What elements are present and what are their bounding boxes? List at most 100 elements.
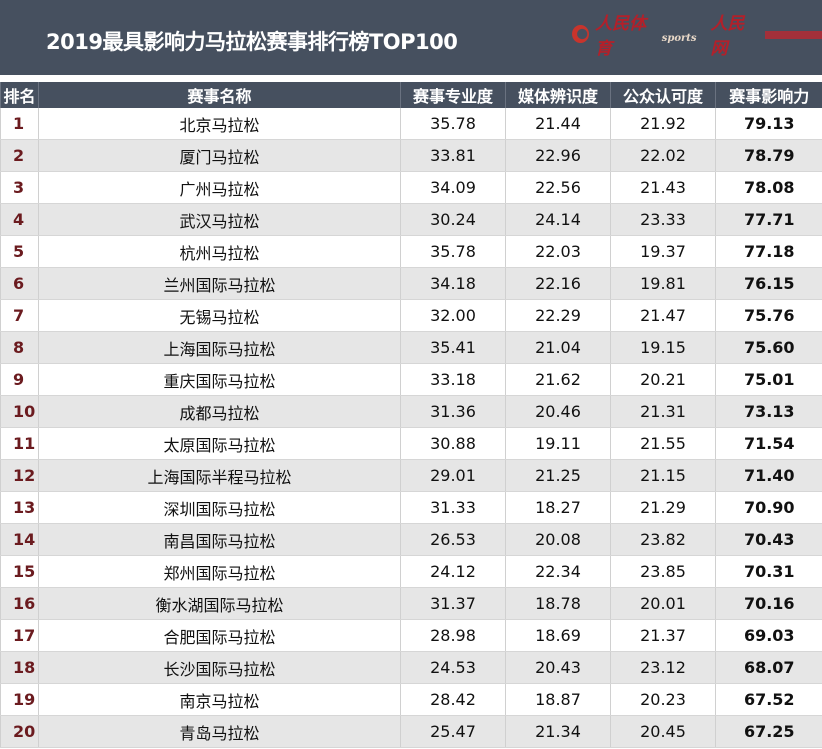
logo-text-3: 人民网 bbox=[710, 14, 745, 59]
cell-name: 成都马拉松 bbox=[38, 395, 401, 428]
cell-name: 郑州国际马拉松 bbox=[38, 555, 401, 588]
table-row: 20 青岛马拉松 25.47 21.34 20.45 67.25 bbox=[0, 715, 822, 748]
cell-rank: 3 bbox=[0, 171, 39, 204]
title-banner: 2019最具影响力马拉松赛事排行榜TOP100 人民体育 sports 人民网 bbox=[0, 0, 822, 75]
sponsor-logo: 人民体育 sports 人民网 bbox=[572, 9, 822, 59]
page-title: 2019最具影响力马拉松赛事排行榜TOP100 bbox=[46, 30, 458, 54]
cell-professionalism: 31.37 bbox=[400, 587, 506, 620]
cell-media-recognition: 21.44 bbox=[505, 108, 611, 140]
cell-professionalism: 29.01 bbox=[400, 459, 506, 492]
cell-influence: 78.08 bbox=[715, 171, 822, 204]
cell-professionalism: 28.42 bbox=[400, 683, 506, 716]
table-row: 2 厦门马拉松 33.81 22.96 22.02 78.79 bbox=[0, 139, 822, 172]
cell-rank: 10 bbox=[0, 395, 39, 428]
table-row: 15 郑州国际马拉松 24.12 22.34 23.85 70.31 bbox=[0, 555, 822, 588]
cell-influence: 67.25 bbox=[715, 715, 822, 748]
header-name: 赛事名称 bbox=[38, 82, 401, 108]
cell-rank: 6 bbox=[0, 267, 39, 300]
cell-professionalism: 34.09 bbox=[400, 171, 506, 204]
cell-public-recognition: 21.43 bbox=[610, 171, 716, 204]
cell-public-recognition: 23.82 bbox=[610, 523, 716, 556]
cell-professionalism: 24.53 bbox=[400, 651, 506, 684]
header-public-recognition: 公众认可度 bbox=[610, 82, 716, 108]
cell-name: 衡水湖国际马拉松 bbox=[38, 587, 401, 620]
header-media-recognition: 媒体辨识度 bbox=[505, 82, 611, 108]
cell-rank: 12 bbox=[0, 459, 39, 492]
cell-name: 兰州国际马拉松 bbox=[38, 267, 401, 300]
cell-professionalism: 30.24 bbox=[400, 203, 506, 236]
cell-public-recognition: 23.85 bbox=[610, 555, 716, 588]
cell-media-recognition: 24.14 bbox=[505, 203, 611, 236]
cell-media-recognition: 21.34 bbox=[505, 715, 611, 748]
cell-media-recognition: 22.34 bbox=[505, 555, 611, 588]
cell-media-recognition: 18.87 bbox=[505, 683, 611, 716]
cell-name: 上海国际马拉松 bbox=[38, 331, 401, 364]
cell-rank: 9 bbox=[0, 363, 39, 396]
cell-professionalism: 32.00 bbox=[400, 299, 506, 332]
cell-name: 太原国际马拉松 bbox=[38, 427, 401, 460]
cell-influence: 70.31 bbox=[715, 555, 822, 588]
cell-name: 长沙国际马拉松 bbox=[38, 651, 401, 684]
cell-professionalism: 33.18 bbox=[400, 363, 506, 396]
cell-public-recognition: 21.55 bbox=[610, 427, 716, 460]
cell-rank: 2 bbox=[0, 139, 39, 172]
cell-influence: 77.18 bbox=[715, 235, 822, 268]
table-row: 17 合肥国际马拉松 28.98 18.69 21.37 69.03 bbox=[0, 619, 822, 652]
header-influence: 赛事影响力 bbox=[715, 82, 822, 108]
cell-public-recognition: 21.37 bbox=[610, 619, 716, 652]
table-row: 13 深圳国际马拉松 31.33 18.27 21.29 70.90 bbox=[0, 491, 822, 524]
cell-influence: 75.01 bbox=[715, 363, 822, 396]
cell-professionalism: 28.98 bbox=[400, 619, 506, 652]
table-row: 3 广州马拉松 34.09 22.56 21.43 78.08 bbox=[0, 171, 822, 204]
cell-influence: 70.90 bbox=[715, 491, 822, 524]
cell-rank: 7 bbox=[0, 299, 39, 332]
cell-influence: 71.54 bbox=[715, 427, 822, 460]
cell-professionalism: 35.41 bbox=[400, 331, 506, 364]
cell-media-recognition: 22.03 bbox=[505, 235, 611, 268]
cell-rank: 20 bbox=[0, 715, 39, 748]
cell-public-recognition: 21.15 bbox=[610, 459, 716, 492]
cell-professionalism: 25.47 bbox=[400, 715, 506, 748]
table-row: 16 衡水湖国际马拉松 31.37 18.78 20.01 70.16 bbox=[0, 587, 822, 620]
cell-professionalism: 34.18 bbox=[400, 267, 506, 300]
cell-public-recognition: 21.47 bbox=[610, 299, 716, 332]
cell-media-recognition: 22.56 bbox=[505, 171, 611, 204]
cell-rank: 14 bbox=[0, 523, 39, 556]
cell-influence: 78.79 bbox=[715, 139, 822, 172]
cell-influence: 67.52 bbox=[715, 683, 822, 716]
cell-public-recognition: 21.92 bbox=[610, 108, 716, 140]
header-rank: 排名 bbox=[0, 82, 39, 108]
logo-text-1: 人民体育 bbox=[595, 14, 647, 59]
cell-professionalism: 31.36 bbox=[400, 395, 506, 428]
cell-influence: 70.43 bbox=[715, 523, 822, 556]
logo-text-2: sports bbox=[661, 32, 697, 44]
cell-influence: 77.71 bbox=[715, 203, 822, 236]
cell-name: 南昌国际马拉松 bbox=[38, 523, 401, 556]
cell-public-recognition: 19.37 bbox=[610, 235, 716, 268]
cell-rank: 16 bbox=[0, 587, 39, 620]
cell-media-recognition: 18.27 bbox=[505, 491, 611, 524]
table-row: 5 杭州马拉松 35.78 22.03 19.37 77.18 bbox=[0, 235, 822, 268]
table-row: 18 长沙国际马拉松 24.53 20.43 23.12 68.07 bbox=[0, 651, 822, 684]
table-row: 4 武汉马拉松 30.24 24.14 23.33 77.71 bbox=[0, 203, 822, 236]
cell-public-recognition: 20.01 bbox=[610, 587, 716, 620]
table-row: 6 兰州国际马拉松 34.18 22.16 19.81 76.15 bbox=[0, 267, 822, 300]
cell-rank: 17 bbox=[0, 619, 39, 652]
header-professionalism: 赛事专业度 bbox=[400, 82, 506, 108]
cell-name: 上海国际半程马拉松 bbox=[38, 459, 401, 492]
cell-media-recognition: 18.69 bbox=[505, 619, 611, 652]
cell-influence: 70.16 bbox=[715, 587, 822, 620]
cell-rank: 8 bbox=[0, 331, 39, 364]
cell-rank: 1 bbox=[0, 108, 39, 140]
cell-public-recognition: 19.81 bbox=[610, 267, 716, 300]
cell-media-recognition: 22.16 bbox=[505, 267, 611, 300]
cell-media-recognition: 20.46 bbox=[505, 395, 611, 428]
cell-name: 深圳国际马拉松 bbox=[38, 491, 401, 524]
cell-influence: 73.13 bbox=[715, 395, 822, 428]
table-row: 11 太原国际马拉松 30.88 19.11 21.55 71.54 bbox=[0, 427, 822, 460]
table-row: 12 上海国际半程马拉松 29.01 21.25 21.15 71.40 bbox=[0, 459, 822, 492]
cell-influence: 79.13 bbox=[715, 108, 822, 140]
cell-name: 重庆国际马拉松 bbox=[38, 363, 401, 396]
cell-rank: 11 bbox=[0, 427, 39, 460]
cell-media-recognition: 19.11 bbox=[505, 427, 611, 460]
